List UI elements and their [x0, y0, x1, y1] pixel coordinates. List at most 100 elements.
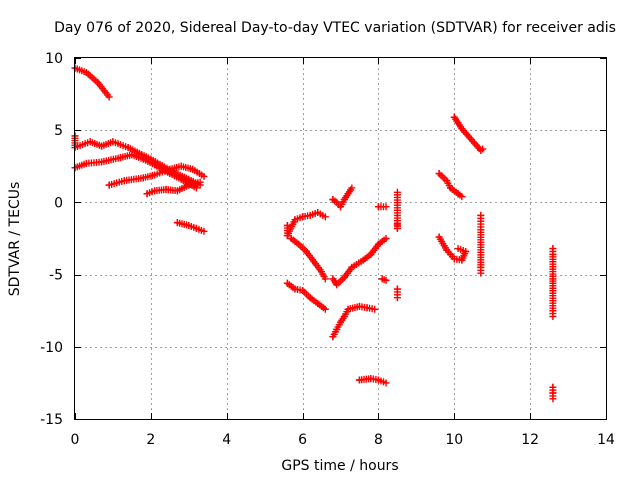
data-point	[143, 190, 151, 198]
data-point	[450, 113, 458, 121]
data-point	[454, 119, 462, 127]
data-point	[355, 376, 363, 384]
data-point	[549, 395, 557, 403]
data-point	[139, 174, 147, 182]
data-point	[105, 181, 113, 189]
data-point	[151, 187, 159, 195]
data-point	[151, 171, 159, 179]
data-point	[367, 375, 375, 383]
data-point	[454, 245, 462, 253]
data-point	[450, 255, 458, 263]
data-point	[306, 294, 314, 302]
data-point	[94, 79, 102, 87]
data-point	[314, 299, 322, 307]
data-point	[340, 196, 348, 204]
y-tick-label: 5	[54, 123, 63, 139]
data-point	[86, 138, 94, 146]
data-point	[462, 247, 470, 255]
x-tick-label: 8	[374, 432, 383, 448]
axis-ticks: 0 2 4 6 8 10 12 14 -15 -10 -5 0 5 10	[40, 51, 615, 448]
data-point	[306, 211, 314, 219]
data-point	[333, 198, 341, 206]
x-tick-label: 12	[521, 432, 539, 448]
data-point	[477, 269, 485, 277]
data-point	[443, 246, 451, 254]
y-tick-label: -5	[49, 268, 63, 284]
data-point	[283, 232, 291, 240]
x-tick-label: 10	[445, 432, 463, 448]
data-point	[287, 235, 295, 242]
data-points	[71, 64, 557, 403]
y-tick-label: 0	[54, 195, 63, 211]
x-tick-label: 6	[298, 432, 307, 448]
data-point	[291, 216, 299, 224]
data-point	[105, 93, 113, 101]
data-point	[359, 256, 367, 264]
data-point	[177, 175, 185, 183]
data-point	[128, 151, 136, 159]
data-point	[299, 213, 307, 221]
data-point	[333, 325, 341, 333]
data-point	[151, 161, 159, 169]
x-tick-label: 0	[71, 432, 80, 448]
data-point	[200, 227, 208, 235]
data-point	[382, 379, 390, 387]
data-point	[321, 275, 329, 283]
data-point	[393, 188, 401, 196]
data-point	[382, 276, 390, 284]
data-point	[120, 177, 128, 185]
data-point	[295, 240, 303, 248]
data-point	[166, 165, 174, 173]
data-point	[173, 187, 181, 195]
data-point	[337, 203, 344, 211]
data-point	[321, 213, 329, 221]
data-point	[192, 184, 200, 192]
plot-frame	[74, 57, 607, 420]
data-point	[435, 233, 443, 241]
data-point	[109, 138, 117, 146]
data-point	[318, 268, 326, 276]
data-point	[329, 275, 337, 283]
data-point	[367, 250, 375, 258]
data-point	[329, 196, 337, 204]
y-tick-label: -15	[40, 412, 63, 428]
data-point	[189, 165, 197, 173]
data-point	[82, 68, 90, 76]
data-point	[124, 144, 132, 152]
data-point	[314, 209, 322, 217]
data-point	[435, 170, 443, 178]
data-point	[374, 203, 382, 211]
data-point	[162, 185, 170, 193]
data-point	[200, 172, 208, 180]
x-axis-title: GPS time / hours	[281, 458, 398, 474]
data-point	[477, 217, 485, 225]
data-point	[98, 142, 106, 150]
x-tick-label: 4	[222, 432, 231, 448]
data-point	[196, 178, 204, 186]
data-point	[382, 203, 390, 211]
data-point	[393, 285, 401, 293]
data-point	[173, 219, 181, 227]
data-point	[299, 286, 307, 294]
grid-lines	[75, 58, 606, 419]
x-tick-label: 14	[597, 432, 615, 448]
data-point	[446, 250, 454, 258]
data-point	[348, 184, 356, 192]
data-point	[117, 154, 125, 162]
chart-title: Day 076 of 2020, Sidereal Day-to-day VTE…	[54, 20, 616, 36]
y-tick-label: -10	[40, 340, 63, 356]
data-point	[333, 281, 341, 289]
data-point	[177, 162, 185, 170]
data-point	[82, 159, 90, 167]
data-point	[393, 294, 401, 302]
data-point	[458, 125, 466, 133]
data-point	[139, 155, 147, 163]
data-point	[458, 193, 466, 201]
data-point	[337, 318, 344, 326]
data-point	[446, 184, 454, 192]
data-point	[310, 258, 318, 266]
data-point	[443, 177, 451, 185]
data-point	[329, 333, 337, 341]
data-point	[374, 240, 382, 248]
